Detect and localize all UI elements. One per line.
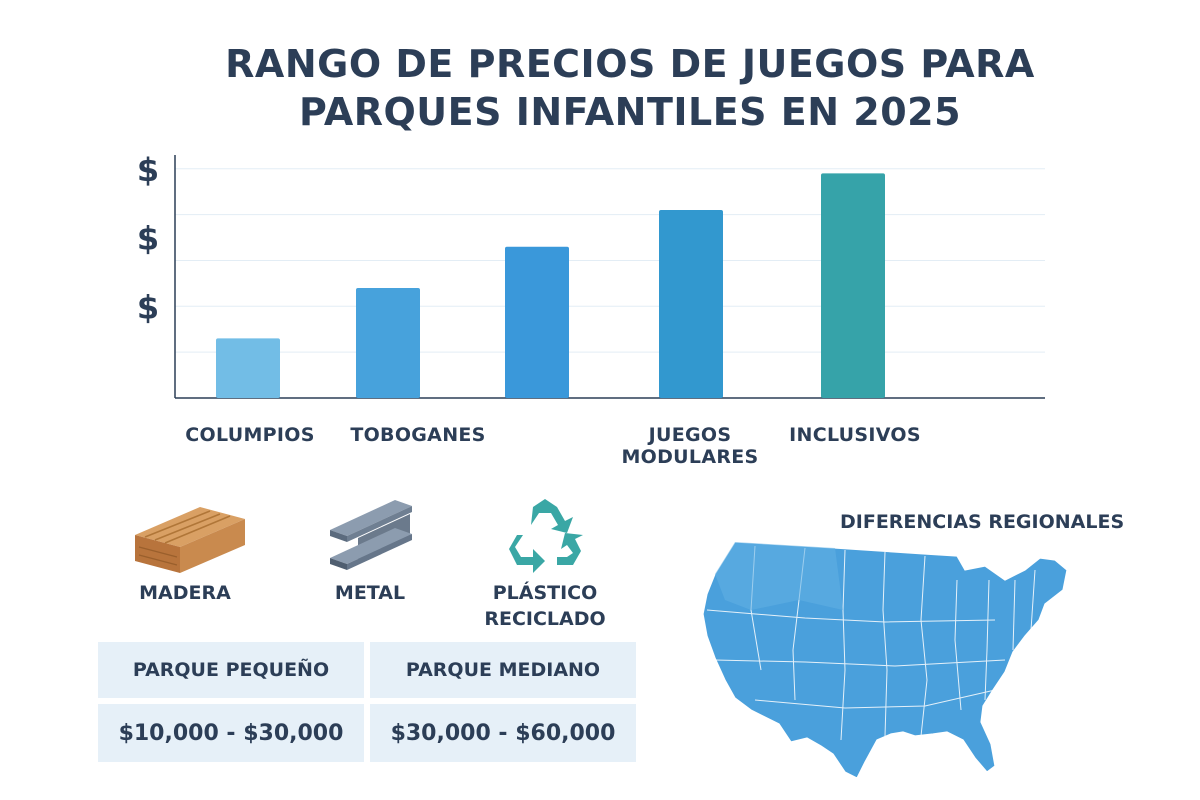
- table-value-medium: $30,000 - $60,000: [370, 704, 636, 762]
- bar: [356, 287, 420, 398]
- table-value-small: $10,000 - $30,000: [98, 704, 364, 762]
- regional-title: DIFERENCIAS REGIONALES: [840, 511, 1125, 533]
- x-tick-label-line: MODULARES: [621, 446, 759, 468]
- bar: [505, 246, 569, 398]
- chart-title: RANGO DE PRECIOS DE JUEGOS PARA PARQUES …: [0, 40, 1200, 136]
- wood-plank-icon: [135, 507, 245, 573]
- x-tick-label: JUEGOS MODULARES: [600, 424, 780, 468]
- y-tick-label: $: [137, 220, 159, 258]
- title-line-1: RANGO DE PRECIOS DE JUEGOS PARA: [225, 42, 1035, 86]
- x-tick-label: INCLUSIVOS: [765, 424, 945, 446]
- steel-beam-icon: [330, 500, 412, 570]
- title-line-2: PARQUES INFANTILES EN 2025: [298, 90, 962, 134]
- bar: [659, 210, 723, 398]
- y-tick-label: $: [137, 151, 159, 189]
- material-label: METAL: [334, 582, 406, 604]
- price-table: PARQUE PEQUEÑO PARQUE MEDIANO $10,000 - …: [98, 642, 638, 762]
- material-label: MADERA: [139, 582, 231, 604]
- y-tick-label: $: [137, 288, 159, 326]
- material-plastic: PLÁSTICO RECICLADO: [460, 495, 630, 632]
- x-tick-label-line: JUEGOS: [648, 424, 732, 446]
- usa-map-icon: [702, 541, 1068, 779]
- x-tick-label-line: TOBOGANES: [350, 424, 486, 446]
- material-metal: METAL: [285, 490, 455, 606]
- x-tick-label-line: COLUMPIOS: [185, 424, 315, 446]
- material-label: RECICLADO: [484, 608, 606, 630]
- bar-chart: $ $ $: [137, 151, 1045, 399]
- material-wood: MADERA: [100, 495, 270, 606]
- table-header-medium: PARQUE MEDIANO: [370, 642, 636, 698]
- x-tick-label: COLUMPIOS: [160, 424, 340, 446]
- bar: [216, 338, 280, 398]
- x-tick-label: TOBOGANES: [328, 424, 508, 446]
- recycle-icon: [509, 499, 583, 573]
- material-label: PLÁSTICO: [492, 582, 598, 604]
- x-tick-label-line: INCLUSIVOS: [789, 424, 921, 446]
- table-header-small: PARQUE PEQUEÑO: [98, 642, 364, 698]
- bar: [821, 173, 885, 398]
